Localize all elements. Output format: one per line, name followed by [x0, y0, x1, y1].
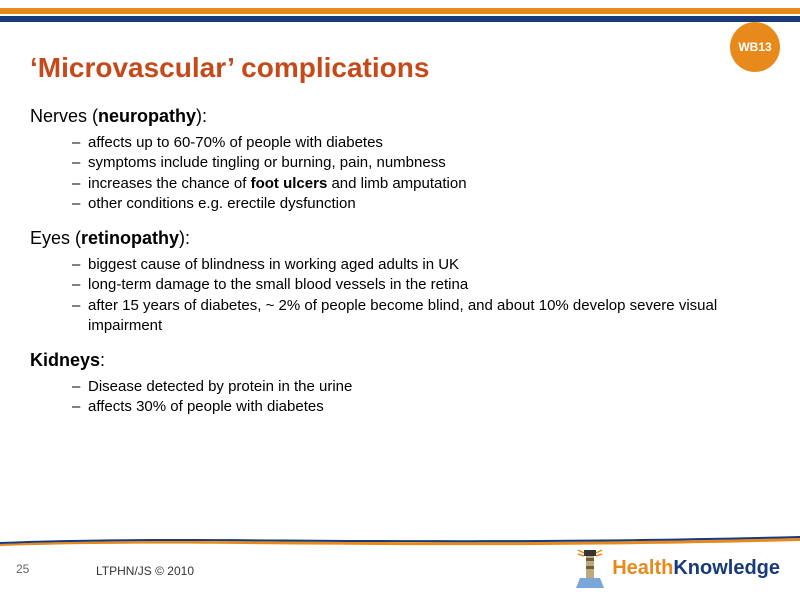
slide-footer: 25 LTPHN/JS © 2010 HealthKnowledge	[0, 540, 800, 600]
footer-copyright: LTPHN/JS © 2010	[96, 564, 194, 578]
bullet-item: other conditions e.g. erectile dysfuncti…	[72, 194, 770, 214]
logo-health: Health	[612, 557, 673, 579]
footer-logo: HealthKnowledge	[574, 548, 780, 588]
bullet-item: long-term damage to the small blood vess…	[72, 275, 770, 295]
bullet-item: affects up to 60-70% of people with diab…	[72, 133, 770, 153]
slide-number: 25	[16, 562, 29, 576]
section-heading: Nerves (neuropathy):	[30, 106, 770, 127]
logo-text: HealthKnowledge	[612, 557, 780, 580]
section-bullets: Disease detected by protein in the urine…	[30, 377, 770, 418]
bullet-item: biggest cause of blindness in working ag…	[72, 255, 770, 275]
slide-title: ‘Microvascular’ complications	[30, 52, 770, 84]
section-heading: Kidneys:	[30, 350, 770, 371]
lighthouse-icon	[574, 548, 606, 588]
slide-content: ‘Microvascular’ complications Nerves (ne…	[30, 52, 770, 530]
header-stripe	[0, 0, 800, 28]
section-bullets: affects up to 60-70% of people with diab…	[30, 133, 770, 214]
stripe-blue	[0, 16, 800, 22]
stripe-orange	[0, 8, 800, 14]
bullet-item: affects 30% of people with diabetes	[72, 397, 770, 417]
bullet-item: after 15 years of diabetes, ~ 2% of peop…	[72, 296, 770, 337]
bullet-item: increases the chance of foot ulcers and …	[72, 174, 770, 194]
logo-knowledge: Knowledge	[673, 557, 780, 579]
section-bullets: biggest cause of blindness in working ag…	[30, 255, 770, 336]
section-heading: Eyes (retinopathy):	[30, 228, 770, 249]
bullet-item: Disease detected by protein in the urine	[72, 377, 770, 397]
bullet-item: symptoms include tingling or burning, pa…	[72, 153, 770, 173]
